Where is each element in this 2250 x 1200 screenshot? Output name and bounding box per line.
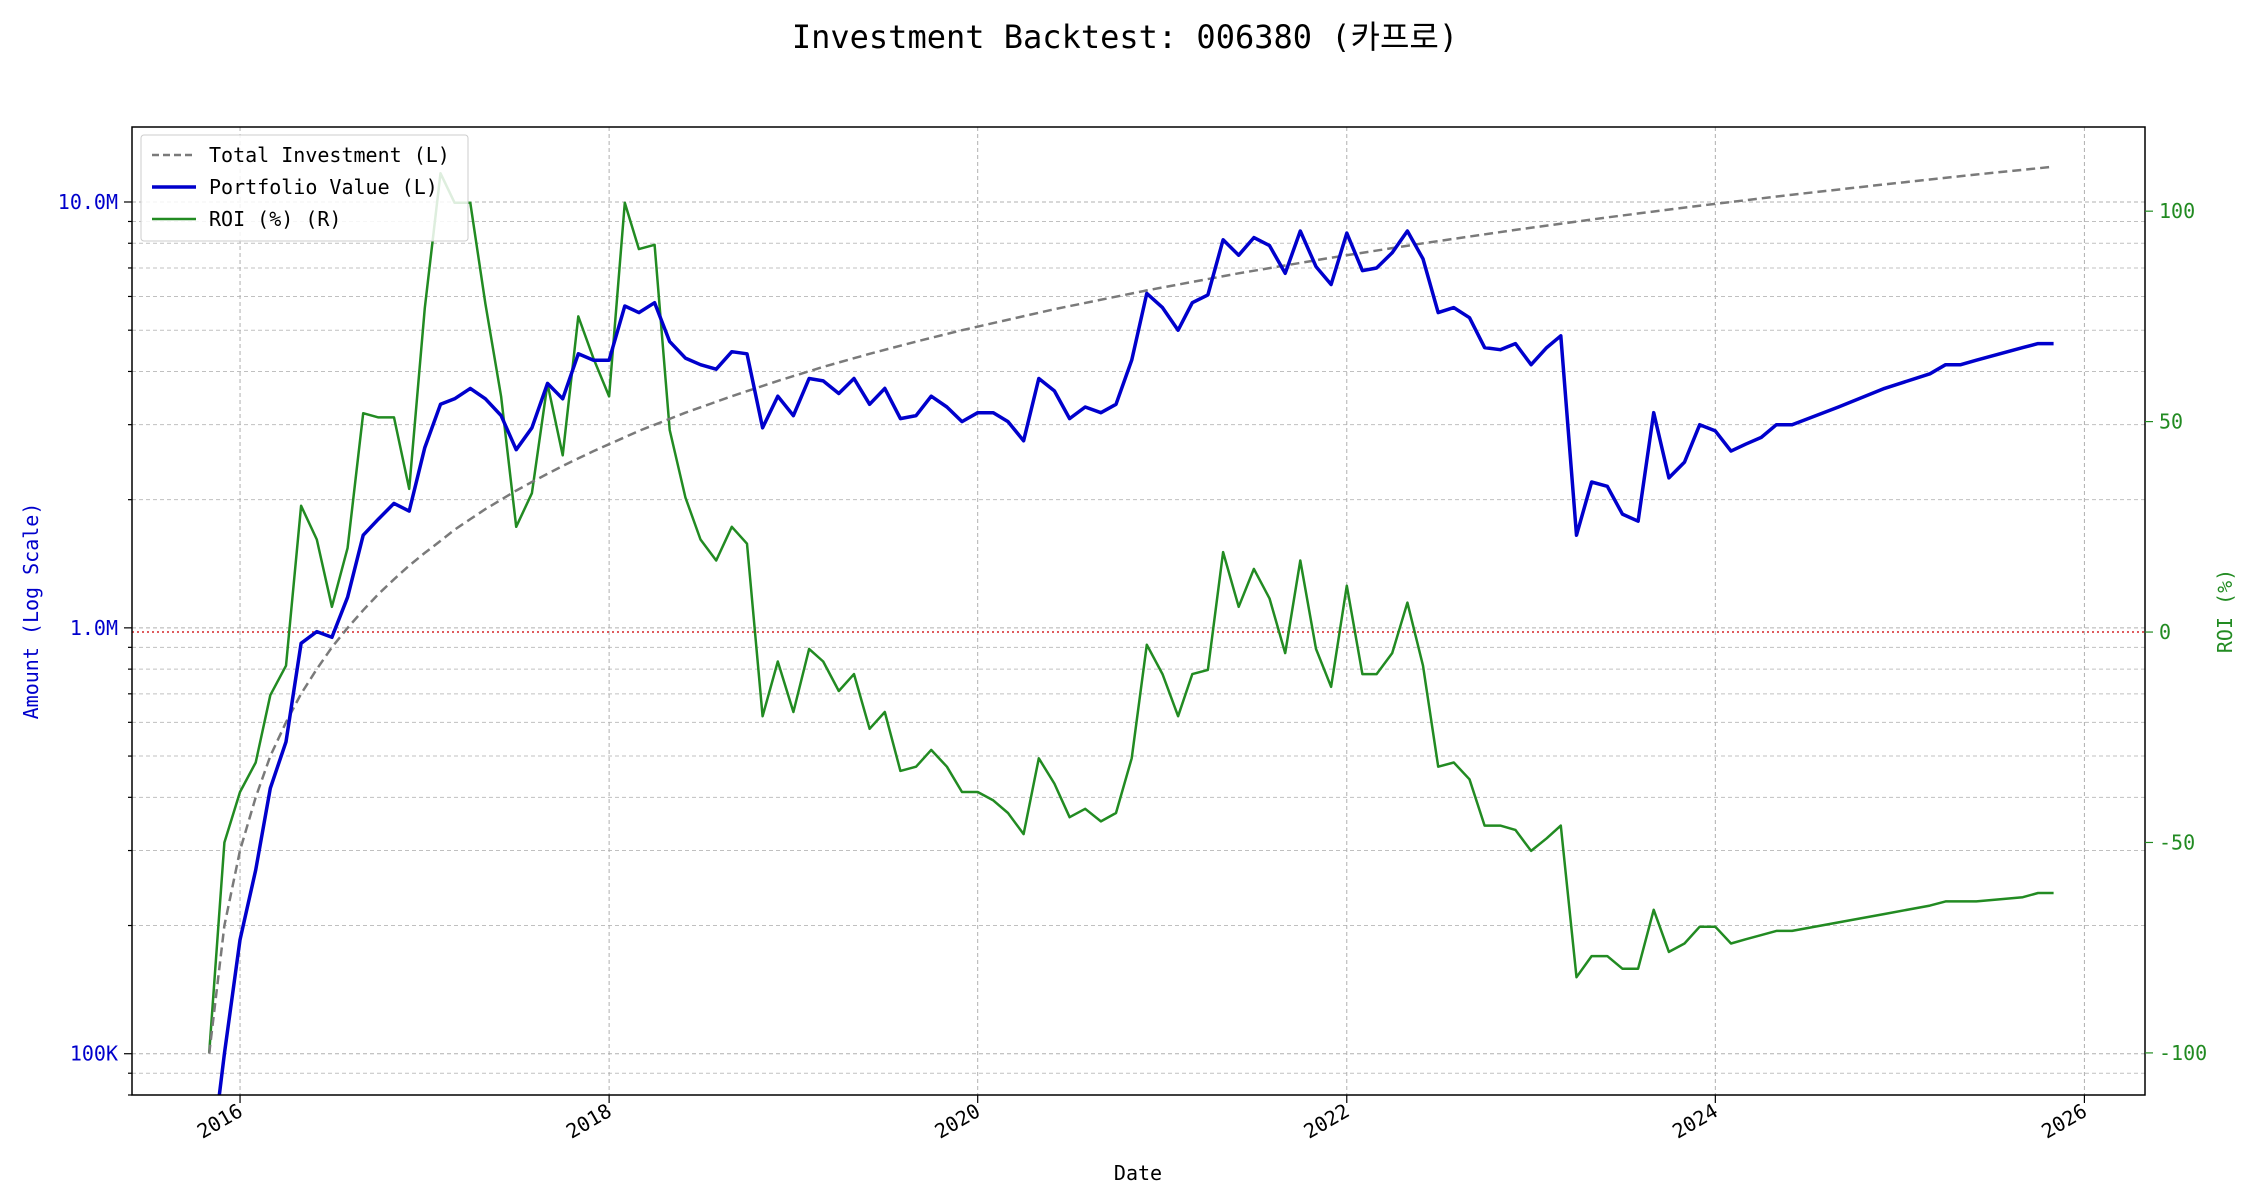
right-tick-label: 0 (2159, 620, 2171, 644)
right-tick-label: 100 (2159, 199, 2195, 223)
plot-frame (131, 126, 2146, 1096)
grid-layer (132, 127, 2145, 1096)
left-axis-ticks: 100K 1.0M 10.0M (58, 190, 132, 1096)
right-tick-label: -100 (2159, 1041, 2207, 1065)
x-axis-ticks: 2016 2018 2020 2022 2024 2026 (193, 1095, 2091, 1143)
left-tick-label: 100K (70, 1042, 118, 1066)
x-tick-label: 2026 (2037, 1099, 2091, 1144)
left-axis-label: Amount (Log Scale) (19, 503, 43, 720)
right-tick-label: 50 (2159, 410, 2183, 434)
x-tick-label: 2016 (193, 1099, 247, 1144)
series-line-roi-r (207, 172, 2054, 1053)
x-tick-label: 2024 (1668, 1099, 1722, 1144)
right-axis-label: ROI (%) (2213, 569, 2237, 653)
legend-box (140, 134, 469, 242)
series-line-total-investment-l (207, 165, 2054, 1054)
x-tick-label: 2022 (1300, 1099, 1354, 1144)
legend-label: ROI (%) (R) (209, 207, 341, 231)
legend: Total Investment (L) Portfolio Value (L) R… (140, 134, 469, 242)
left-tick-label: 1.0M (70, 616, 118, 640)
x-tick-label: 2020 (930, 1099, 984, 1144)
right-axis-ticks: -100 -50 0 50 100 (2145, 199, 2207, 1065)
x-axis-label: Date (1114, 1161, 1162, 1185)
series-layer (207, 165, 2054, 1095)
right-tick-label: -50 (2159, 830, 2195, 854)
chart-title: Investment Backtest: 006380 (카프로) (792, 18, 1458, 56)
left-tick-label: 10.0M (58, 190, 118, 214)
series-line-portfolio-value-l (217, 229, 2054, 1095)
x-tick-label: 2018 (562, 1099, 616, 1144)
legend-label: Portfolio Value (L) (209, 175, 438, 199)
legend-label: Total Investment (L) (209, 143, 450, 167)
